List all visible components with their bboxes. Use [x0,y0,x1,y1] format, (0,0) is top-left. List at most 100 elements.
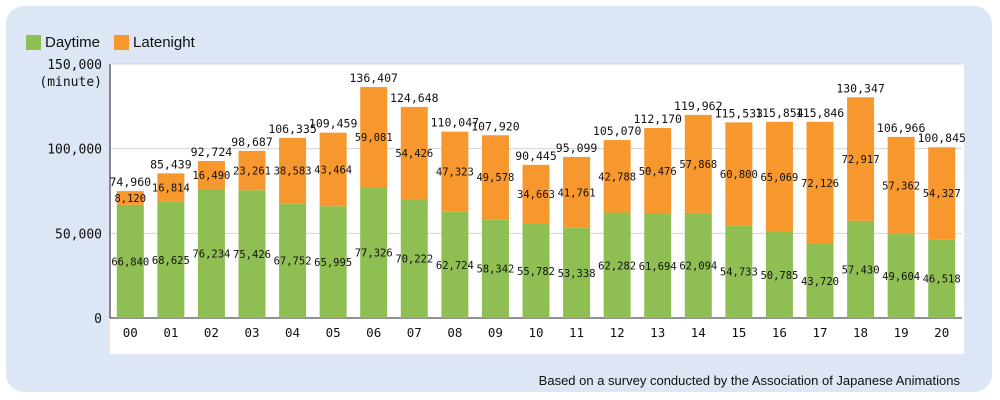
data-label-latenight: 72,126 [801,178,839,190]
x-tick-label: 09 [488,325,503,340]
x-tick-label: 16 [772,325,787,340]
data-label-latenight: 49,578 [476,172,514,184]
data-label-total: 95,099 [556,141,598,155]
bar-daytime [360,187,388,318]
y-tick-label: 100,000 [47,143,102,158]
legend-label-daytime: Daytime [45,34,101,51]
x-tick-label: 00 [123,325,138,340]
data-label-daytime: 53,338 [558,268,596,280]
bar-daytime [725,225,753,318]
bar-latenight [360,87,388,188]
bar-daytime [279,203,307,318]
data-label-latenight: 57,362 [882,180,920,192]
bar-latenight [197,160,225,189]
data-label-latenight: 8,120 [114,193,146,205]
data-label-latenight: 57,868 [679,159,717,171]
bar-latenight [684,114,712,213]
bar-daytime [928,239,956,318]
x-tick-label: 07 [407,325,422,340]
legend-item-latenight: Latenight [114,34,195,51]
data-label-total: 90,445 [515,149,557,163]
y-tick-label: 50,000 [55,227,102,242]
bar-daytime [765,232,793,318]
x-tick-label: 19 [894,325,909,340]
bar-daytime [238,190,266,318]
data-label-daytime: 67,752 [274,256,312,268]
bar-latenight [563,156,591,228]
data-label-latenight: 54,426 [395,148,433,160]
legend-swatch-daytime [26,35,41,50]
data-label-total: 136,407 [349,71,398,85]
data-label-total: 110,047 [431,116,480,130]
data-label-latenight: 72,917 [842,154,880,166]
legend-item-daytime: Daytime [26,34,100,51]
bar-latenight [928,147,956,240]
bar-latenight [157,173,185,202]
data-label-total: 109,459 [309,117,358,131]
x-tick-label: 14 [691,325,706,340]
bar-daytime [441,211,469,318]
x-tick-label: 17 [812,325,827,340]
data-label-total: 105,070 [593,124,642,138]
x-tick-label: 01 [163,325,178,340]
data-label-daytime: 54,733 [720,267,758,279]
data-label-latenight: 42,788 [598,171,636,183]
data-label-daytime: 55,782 [517,266,555,278]
bar-daytime [644,213,672,318]
y-axis-label: (minute) [39,75,102,90]
x-tick-label: 11 [569,325,584,340]
data-label-total: 85,439 [150,157,192,171]
bar-latenight [400,106,428,200]
data-label-latenight: 16,814 [152,183,190,195]
data-label-latenight: 38,583 [274,166,312,178]
data-label-latenight: 23,261 [233,166,271,178]
data-label-total: 106,335 [268,122,316,136]
data-label-latenight: 16,490 [192,170,230,182]
x-tick-label: 04 [285,325,300,340]
data-label-latenight: 59,081 [355,132,393,144]
bar-latenight [847,97,875,221]
y-tick-label: 0 [94,312,102,327]
x-tick-label: 15 [731,325,746,340]
bar-latenight [603,140,631,213]
data-label-total: 98,687 [231,135,273,149]
data-label-latenight: 41,761 [558,187,596,199]
data-label-daytime: 58,342 [476,264,514,276]
legend: Daytime Latenight [26,34,209,51]
bar-daytime [157,201,185,318]
x-tick-label: 05 [326,325,341,340]
data-label-total: 130,347 [836,81,885,95]
bar-daytime [319,206,347,318]
bar-daytime [847,220,875,318]
bar-latenight [116,191,144,205]
data-label-daytime: 70,222 [395,254,433,266]
data-label-total: 92,724 [191,145,233,159]
x-tick-label: 12 [610,325,625,340]
data-label-daytime: 57,430 [842,264,880,276]
data-label-daytime: 50,785 [760,270,798,282]
bar-daytime [603,212,631,318]
x-tick-label: 08 [447,325,462,340]
x-tick-label: 18 [853,325,868,340]
data-label-daytime: 75,426 [233,249,271,261]
x-tick-label: 13 [650,325,665,340]
bar-latenight [644,128,672,214]
data-label-daytime: 62,724 [436,260,474,272]
bar-daytime [522,223,550,318]
bar-daytime [806,243,834,318]
data-label-total: 74,960 [110,175,152,189]
data-label-daytime: 62,282 [598,260,636,272]
x-tick-label: 10 [528,325,543,340]
bar-latenight [765,121,793,233]
bar-latenight [279,137,307,204]
data-label-latenight: 60,800 [720,169,758,181]
bar-latenight [887,136,915,235]
legend-label-latenight: Latenight [133,34,195,51]
data-label-latenight: 54,327 [923,188,961,200]
x-tick-label: 20 [934,325,949,340]
data-label-total: 115,846 [796,106,845,120]
bar-latenight [238,150,266,191]
data-label-total: 106,966 [877,121,926,135]
x-tick-label: 03 [244,325,259,340]
